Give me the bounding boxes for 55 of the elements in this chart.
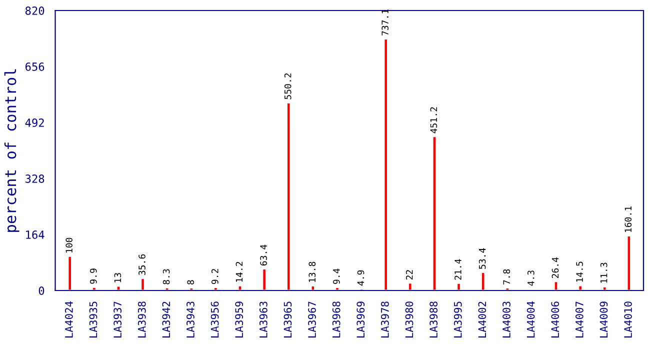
- x-tick-label: LA4007: [575, 302, 584, 338]
- x-tick-label: LA3943: [186, 302, 194, 338]
- x-tick-label: LA4003: [502, 302, 510, 338]
- y-tick-label: 328: [26, 174, 44, 183]
- data-label: 550.2: [284, 73, 292, 100]
- data-label: 35.6: [138, 254, 146, 275]
- x-tick-label: LA3965: [284, 302, 292, 338]
- y-tick-label: 656: [25, 62, 44, 71]
- data-label: 7.8: [503, 269, 510, 284]
- data-label: 14.5: [576, 262, 583, 282]
- x-tick-label: LA3963: [259, 302, 268, 338]
- data-label: 63.4: [260, 244, 267, 266]
- x-tick-label: LA4004: [526, 301, 535, 338]
- x-tick-label: LA3935: [89, 302, 98, 338]
- y-tick-label: 164: [26, 230, 44, 239]
- x-tick-label: LA4009: [600, 302, 608, 338]
- x-tick-label: LA3959: [235, 302, 244, 338]
- data-label: 14.2: [236, 262, 243, 282]
- data-label: 26.4: [552, 257, 559, 278]
- y-tick-label: 820: [25, 6, 44, 15]
- data-label: 9.9: [90, 268, 97, 284]
- data-label: 4.3: [528, 270, 534, 286]
- y-tick-label: 492: [25, 118, 44, 127]
- data-label: 160.1: [624, 206, 632, 232]
- x-tick-label: LA3937: [114, 302, 122, 338]
- data-label: 100: [66, 238, 72, 252]
- x-tick-label: LA4006: [551, 302, 560, 338]
- y-tick-label: 0: [38, 286, 44, 295]
- x-tick-label: LA3967: [308, 302, 316, 338]
- data-label: 8.3: [162, 269, 170, 284]
- x-tick-label: LA4002: [478, 302, 486, 338]
- x-tick-label: LA3956: [210, 302, 219, 338]
- x-tick-label: LA3988: [430, 302, 438, 338]
- x-tick-label: LA4010: [624, 302, 632, 338]
- x-tick-label: LA3980: [405, 302, 414, 338]
- data-label: 13.8: [308, 262, 316, 282]
- x-tick-label: LA3968: [332, 302, 340, 338]
- data-label: 21.4: [454, 259, 462, 280]
- data-label: 53.4: [478, 248, 486, 269]
- x-tick-label: LA3942: [162, 302, 170, 338]
- data-label: 4.9: [357, 270, 364, 286]
- data-label: 9.2: [211, 269, 218, 284]
- data-label: 22: [406, 270, 413, 280]
- data-label: 451.2: [430, 107, 438, 134]
- data-label: 13: [114, 273, 122, 282]
- x-tick-label: LA3978: [381, 302, 389, 338]
- data-label: 8: [187, 280, 194, 284]
- x-tick-label: LA4024: [65, 301, 73, 338]
- data-label: 11.3: [600, 262, 608, 283]
- data-label: 9.4: [333, 268, 340, 284]
- x-tick-label: LA3969: [356, 302, 365, 338]
- x-tick-label: LA3938: [138, 302, 146, 338]
- x-tick-label: LA3995: [454, 302, 462, 338]
- y-axis-title: percent of control: [4, 69, 20, 232]
- data-label: 737.1: [382, 9, 388, 36]
